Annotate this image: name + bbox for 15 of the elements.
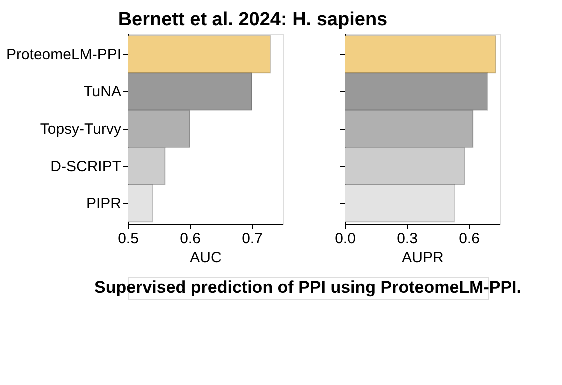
x-tick-label: 0.3 <box>397 230 418 248</box>
x-tick-label: 0.6 <box>180 230 201 248</box>
x-tick-label: 0.5 <box>118 230 139 248</box>
y-tick-label: Topsy-Turvy <box>40 121 122 138</box>
y-tick-label: ProteomeLM-PPI <box>6 46 122 64</box>
x-tick-label: 0.0 <box>335 230 356 248</box>
x-tick-label: 0.7 <box>242 230 263 248</box>
y-tick-label: PIPR <box>86 196 122 213</box>
x-axis-title: AUPR <box>402 250 444 266</box>
x-tick-label: 0.6 <box>459 230 480 248</box>
chart-title: Bernett et al. 2024: H. sapiens <box>118 10 388 30</box>
y-tick-label: TuNA <box>84 84 122 101</box>
x-axis-title: AUC <box>190 250 222 266</box>
text: Supervised prediction of PPI using ProteomeLM-PPI. <box>94 278 522 297</box>
y-tick-label: D-SCRIPT <box>50 158 122 176</box>
